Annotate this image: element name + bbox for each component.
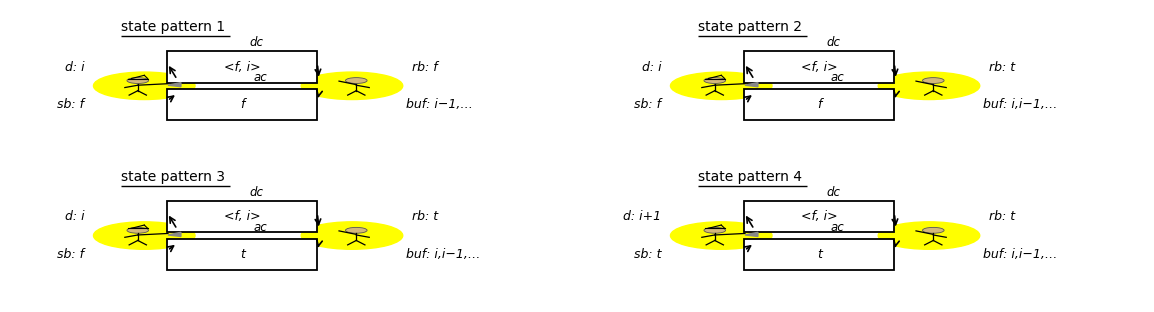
Text: state pattern 1: state pattern 1 <box>121 20 225 34</box>
Text: ac: ac <box>831 71 845 84</box>
Text: f: f <box>240 98 245 111</box>
FancyBboxPatch shape <box>167 201 317 232</box>
Text: <f, i>: <f, i> <box>801 210 838 223</box>
Text: dc: dc <box>249 186 263 199</box>
Circle shape <box>878 222 980 249</box>
Text: dc: dc <box>826 186 840 199</box>
Circle shape <box>93 72 195 100</box>
Text: d: i+1: d: i+1 <box>623 210 661 223</box>
Circle shape <box>93 222 195 249</box>
Text: <f, i>: <f, i> <box>224 61 261 74</box>
Circle shape <box>301 222 403 249</box>
Circle shape <box>670 222 772 249</box>
Circle shape <box>670 72 772 100</box>
Text: t: t <box>817 248 822 261</box>
Circle shape <box>127 78 149 84</box>
Text: d: i: d: i <box>65 210 84 223</box>
FancyBboxPatch shape <box>167 51 317 83</box>
Text: buf: i,i−1,…: buf: i,i−1,… <box>406 248 480 261</box>
Text: state pattern 4: state pattern 4 <box>698 170 802 184</box>
Text: state pattern 2: state pattern 2 <box>698 20 802 34</box>
Text: t: t <box>240 248 245 261</box>
Circle shape <box>127 227 149 233</box>
Text: rb: t: rb: t <box>989 210 1016 223</box>
FancyBboxPatch shape <box>744 239 894 270</box>
Text: <f, i>: <f, i> <box>224 210 261 223</box>
Text: f: f <box>817 98 822 111</box>
Text: <f, i>: <f, i> <box>801 61 838 74</box>
Circle shape <box>922 227 944 233</box>
Text: ac: ac <box>254 221 268 234</box>
FancyBboxPatch shape <box>167 239 317 270</box>
Polygon shape <box>745 83 758 87</box>
Polygon shape <box>745 232 758 236</box>
Text: state pattern 3: state pattern 3 <box>121 170 225 184</box>
Circle shape <box>922 78 944 84</box>
FancyBboxPatch shape <box>167 89 317 120</box>
Text: sb: f: sb: f <box>58 98 84 111</box>
Text: d: i: d: i <box>642 61 661 74</box>
Text: d: i: d: i <box>65 61 84 74</box>
Polygon shape <box>168 83 181 87</box>
Text: sb: f: sb: f <box>635 98 661 111</box>
Text: dc: dc <box>249 36 263 49</box>
Text: rb: t: rb: t <box>412 210 439 223</box>
Text: sb: f: sb: f <box>58 248 84 261</box>
FancyBboxPatch shape <box>744 201 894 232</box>
Polygon shape <box>168 232 181 236</box>
FancyBboxPatch shape <box>744 51 894 83</box>
Circle shape <box>704 227 726 233</box>
Text: sb: t: sb: t <box>634 248 661 261</box>
Text: buf: i,i−1,…: buf: i,i−1,… <box>983 248 1057 261</box>
Text: buf: i,i−1,…: buf: i,i−1,… <box>983 98 1057 111</box>
FancyBboxPatch shape <box>744 89 894 120</box>
Circle shape <box>345 227 367 233</box>
Text: buf: i−1,…: buf: i−1,… <box>406 98 473 111</box>
Text: ac: ac <box>254 71 268 84</box>
Circle shape <box>704 78 726 84</box>
Text: rb: f: rb: f <box>412 61 437 74</box>
Circle shape <box>301 72 403 100</box>
Text: dc: dc <box>826 36 840 49</box>
Text: rb: t: rb: t <box>989 61 1016 74</box>
Circle shape <box>878 72 980 100</box>
Circle shape <box>345 78 367 84</box>
Text: ac: ac <box>831 221 845 234</box>
